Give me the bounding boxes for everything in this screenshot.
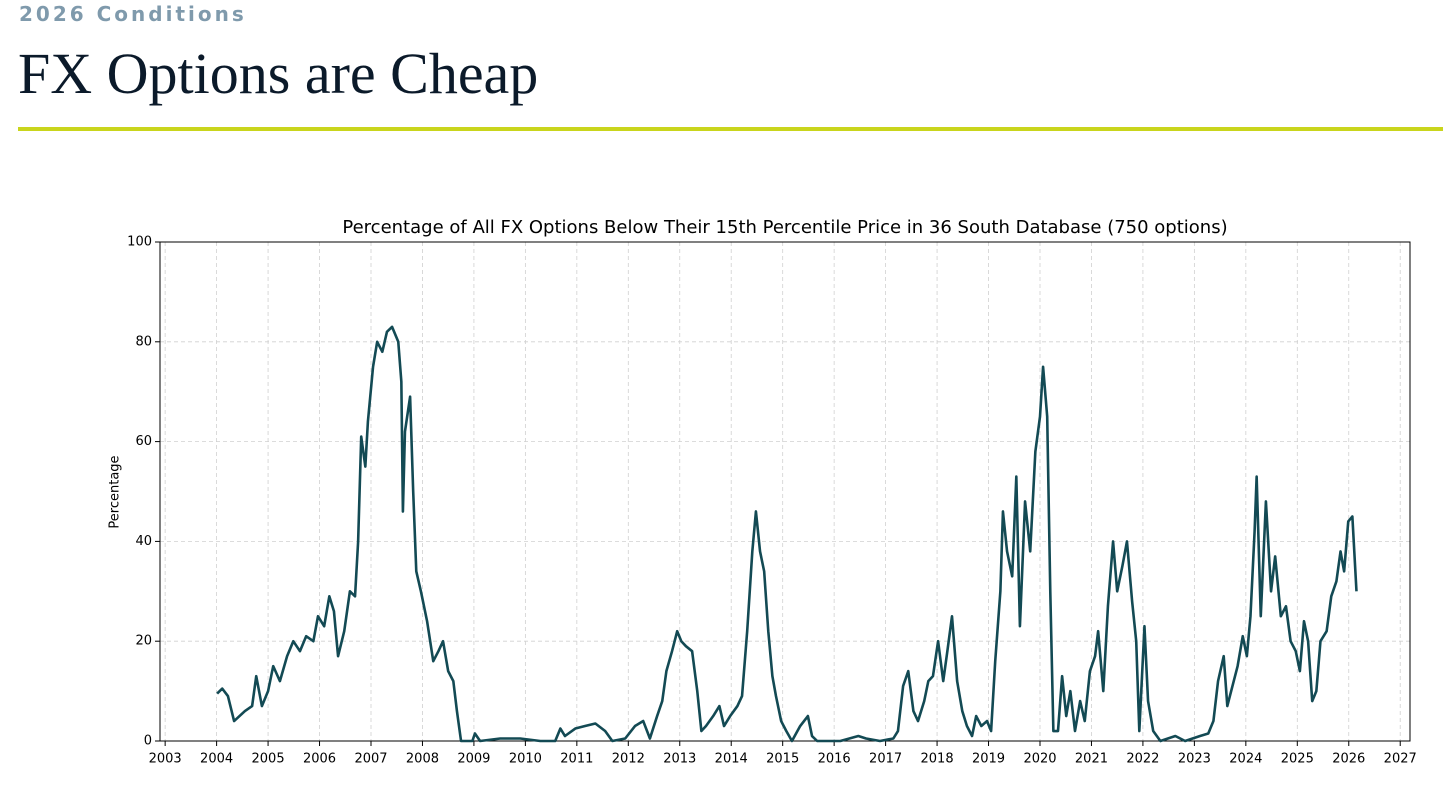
kicker: 2026 Conditions — [19, 2, 247, 26]
x-tick-label: 2018 — [921, 752, 954, 767]
x-tick-label: 2014 — [715, 752, 748, 767]
x-tick-label: 2008 — [406, 752, 439, 767]
y-tick-label: 40 — [135, 534, 152, 549]
x-tick-label: 2006 — [303, 752, 336, 767]
y-tick-label: 60 — [135, 434, 152, 449]
x-tick-label: 2007 — [354, 752, 387, 767]
x-tick-label: 2026 — [1332, 752, 1365, 767]
x-tick-label: 2011 — [560, 752, 593, 767]
y-tick-label: 80 — [135, 334, 152, 349]
x-tick-label: 2017 — [869, 752, 902, 767]
title-rule — [18, 127, 1443, 131]
plot-frame — [159, 241, 1411, 742]
y-tick-label: 20 — [135, 634, 152, 649]
x-tick-label: 2013 — [663, 752, 696, 767]
x-tick-label: 2023 — [1178, 752, 1211, 767]
y-tick-label: 0 — [144, 734, 152, 749]
x-tick-label: 2022 — [1126, 752, 1159, 767]
x-tick-label: 2027 — [1384, 752, 1417, 767]
x-tick-label: 2021 — [1075, 752, 1108, 767]
x-tick-label: 2015 — [766, 752, 799, 767]
x-tick-label: 2025 — [1281, 752, 1314, 767]
x-tick-label: 2012 — [612, 752, 645, 767]
data-line — [216, 325, 1358, 743]
x-tick-label: 2019 — [972, 752, 1005, 767]
x-tick-label: 2005 — [252, 752, 285, 767]
x-tick-label: 2004 — [200, 752, 233, 767]
x-tick-label: 2003 — [149, 752, 182, 767]
y-axis-label: Percentage — [108, 455, 123, 528]
chart-title: Percentage of All FX Options Below Their… — [342, 217, 1227, 238]
x-tick-label: 2024 — [1229, 752, 1262, 767]
x-tick-label: 2009 — [457, 752, 490, 767]
x-tick-label: 2016 — [818, 752, 851, 767]
x-tick-label: 2020 — [1023, 752, 1056, 767]
x-tick-label: 2010 — [509, 752, 542, 767]
y-tick-label: 100 — [127, 235, 152, 250]
page-title: FX Options are Cheap — [18, 41, 539, 106]
